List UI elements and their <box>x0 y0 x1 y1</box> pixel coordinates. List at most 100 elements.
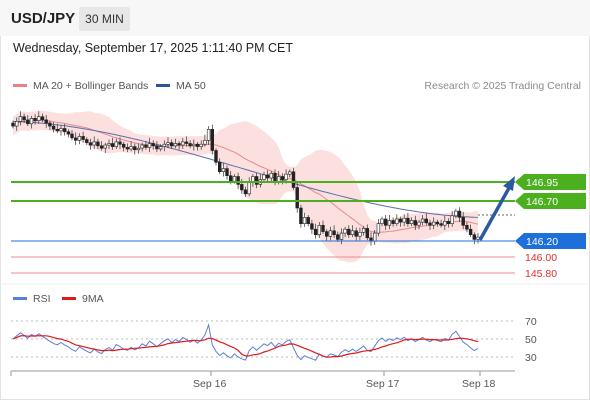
candle-body <box>472 234 476 240</box>
candle-body <box>347 228 351 235</box>
candle-body <box>372 232 377 242</box>
candle-body <box>184 141 189 144</box>
resistance-2-label: 146.95 <box>526 177 558 189</box>
candle-body <box>465 225 469 230</box>
candle-body <box>129 146 133 150</box>
candle-body <box>162 143 166 147</box>
candle-body <box>339 232 344 240</box>
candle-body <box>114 141 119 147</box>
rsi-tick-50: 50 <box>525 334 537 346</box>
candle-body <box>443 221 447 226</box>
candle-body <box>225 168 229 177</box>
candle-body <box>468 228 473 235</box>
candle-body <box>284 173 288 180</box>
candle-body <box>48 122 52 127</box>
timeframe-badge[interactable]: 30 MIN <box>79 7 130 31</box>
legend-9ma: 9MA <box>62 293 104 305</box>
legend-ma50-label: MA 50 <box>176 80 206 92</box>
candle-body <box>15 121 19 127</box>
candle-body <box>85 139 89 143</box>
9ma-swatch <box>62 296 76 300</box>
candle-body <box>188 143 192 147</box>
candle-body <box>192 143 196 147</box>
candle-body <box>29 118 34 125</box>
candle-body <box>59 128 63 132</box>
candle-body <box>280 176 285 180</box>
candle-body <box>435 221 440 225</box>
candle-body <box>33 118 37 122</box>
candle-body <box>424 218 428 224</box>
candle-body <box>158 146 163 150</box>
candle-body <box>74 137 78 141</box>
candle-body <box>107 143 111 146</box>
candle-body <box>428 222 432 226</box>
rsi-path <box>12 323 479 361</box>
legend-ma50: MA 50 <box>156 80 206 92</box>
forecast-arrow-head <box>503 176 515 191</box>
candle-body <box>402 217 406 223</box>
candle-body <box>232 176 237 182</box>
time-label-sep18: Sep 18 <box>462 378 495 390</box>
candle-body <box>417 221 421 226</box>
ma20-swatch <box>13 83 27 87</box>
rsi-9ma-line <box>12 335 479 358</box>
timestamp: Wednesday, September 17, 2025 1:11:40 PM… <box>13 41 294 55</box>
candle-body <box>96 141 100 147</box>
candle-body <box>133 146 137 151</box>
candle-body <box>365 228 369 239</box>
candle-body <box>140 144 144 149</box>
candle-body <box>37 116 41 121</box>
current-price-label: 146.20 <box>526 236 558 248</box>
candle-body <box>265 174 270 179</box>
candle-body <box>103 144 108 149</box>
rsi-tick-30: 30 <box>525 352 537 364</box>
candle-body <box>66 131 71 135</box>
candle-body <box>22 116 26 121</box>
candle-body <box>332 230 336 236</box>
time-label-sep16: Sep 16 <box>193 378 226 390</box>
legend-rsi: RSI <box>13 293 51 305</box>
candle-body <box>155 145 159 150</box>
candle-body <box>40 116 45 121</box>
candle-body <box>236 176 240 185</box>
candle-body <box>391 220 395 224</box>
candle-body <box>26 119 30 125</box>
candle-body <box>166 142 170 145</box>
time-label-sep17: Sep 17 <box>366 378 399 390</box>
resistance-1-label: 146.70 <box>526 196 558 208</box>
candle-body <box>181 141 185 146</box>
candle-body <box>125 147 130 150</box>
candle-body <box>199 143 203 147</box>
candle-body <box>313 228 318 235</box>
candle-body <box>409 220 414 224</box>
candle-body <box>269 173 273 179</box>
resistance-2-tag <box>515 174 586 190</box>
candle-body <box>122 143 126 148</box>
candle-body <box>214 150 218 163</box>
candle-body <box>254 176 259 185</box>
candle-body <box>210 129 214 151</box>
candle-body <box>413 220 417 226</box>
candle-body <box>398 218 403 223</box>
candle-body <box>299 207 303 224</box>
candle-body <box>454 210 458 217</box>
ma20-line <box>12 119 479 233</box>
candle-body <box>306 217 310 224</box>
legend-9ma-label: 9MA <box>82 293 104 305</box>
candle-body <box>291 171 296 188</box>
candle-body <box>387 220 392 226</box>
resistance-1-tag <box>515 193 586 209</box>
candle-body <box>221 168 226 173</box>
candle-body <box>92 141 96 146</box>
candle-body <box>376 223 381 234</box>
research-credit: Research © 2025 Trading Central <box>424 80 581 92</box>
candle-body <box>461 217 465 226</box>
candle-body <box>395 218 399 224</box>
candle-body <box>144 144 148 148</box>
candle-body <box>147 143 152 148</box>
rsi-line <box>12 323 479 361</box>
candle-body <box>81 136 85 140</box>
legend-ma20: MA 20 + Bollinger Bands <box>13 80 148 92</box>
candle-body <box>262 174 266 180</box>
